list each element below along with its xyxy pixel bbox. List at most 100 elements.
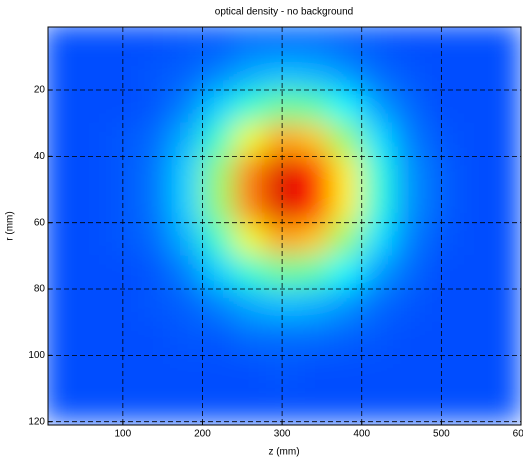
heat-cell — [361, 56, 395, 91]
heat-cell — [201, 89, 235, 124]
heat-cell — [170, 321, 203, 356]
heat-cell — [456, 122, 490, 157]
heat-cell — [48, 321, 76, 356]
y-tick-label: 80 — [34, 284, 46, 295]
heat-cell — [74, 354, 108, 390]
heat-cell — [488, 222, 521, 257]
heat-cell — [170, 122, 203, 157]
heat-cell — [393, 354, 426, 390]
heat-cell — [170, 288, 203, 323]
heat-cell — [233, 89, 267, 124]
heat-cell — [488, 56, 521, 91]
x-tick-label: 400 — [353, 429, 370, 440]
heat-cell — [138, 288, 172, 323]
heat-cell — [48, 189, 76, 224]
x-tick-label: 100 — [115, 429, 132, 440]
heat-cell — [138, 388, 172, 423]
y-tick-label: 100 — [28, 350, 45, 361]
heat-cell — [48, 155, 76, 191]
heat-cell — [488, 27, 521, 58]
heat-cell — [361, 155, 395, 191]
heat-cell — [488, 155, 521, 191]
heat-cell — [201, 27, 235, 58]
heat-cell — [201, 321, 235, 356]
heat-cell — [138, 27, 172, 58]
heat-cell — [138, 56, 172, 91]
heat-cell — [170, 155, 203, 191]
heat-cell — [170, 354, 203, 390]
heat-cell — [233, 122, 267, 157]
heat-cell — [393, 122, 426, 157]
heat-cell — [138, 189, 172, 224]
heat-cell — [297, 321, 331, 356]
heat-cell — [393, 189, 426, 224]
heat-cell — [48, 388, 76, 423]
heat-cell — [233, 155, 267, 191]
heat-cell — [74, 388, 108, 423]
heat-cell — [233, 255, 267, 290]
heat-cell — [138, 255, 172, 290]
heat-cell — [297, 89, 331, 124]
heat-cell — [138, 155, 172, 191]
heat-cell — [170, 255, 203, 290]
heat-cell — [74, 321, 108, 356]
heat-cell — [488, 354, 521, 390]
heat-cell — [393, 27, 426, 58]
heat-cell — [488, 255, 521, 290]
heat-cell — [201, 222, 235, 257]
heat-cell — [488, 122, 521, 157]
heat-cell — [48, 27, 76, 58]
heat-cell — [201, 388, 235, 423]
heat-cell — [361, 189, 395, 224]
heat-cell — [297, 222, 331, 257]
heat-cell — [48, 288, 76, 323]
heat-cell — [488, 388, 521, 423]
heat-cell — [201, 189, 235, 224]
heat-cell — [488, 321, 521, 356]
heat-cell — [361, 222, 395, 257]
heat-cell — [329, 122, 363, 157]
heat-cell — [170, 27, 203, 58]
heat-cell — [393, 255, 426, 290]
heat-cell — [297, 255, 331, 290]
heat-cell — [456, 155, 490, 191]
heat-cell — [361, 27, 395, 58]
heat-cell — [329, 155, 363, 191]
heat-cell — [488, 288, 521, 323]
heat-cell — [297, 288, 331, 323]
heat-cell — [201, 56, 235, 91]
heat-cell — [233, 354, 267, 390]
heat-cell — [393, 388, 426, 423]
heat-cell — [361, 89, 395, 124]
heat-cell — [138, 354, 172, 390]
heat-cell — [74, 288, 108, 323]
heat-cell — [456, 255, 490, 290]
y-tick-label: 40 — [34, 151, 46, 162]
heat-cell — [74, 155, 108, 191]
heat-cell — [48, 222, 76, 257]
heat-cell — [170, 388, 203, 423]
heat-cell — [48, 354, 76, 390]
heat-cell — [329, 56, 363, 91]
heat-cell — [393, 155, 426, 191]
heat-cell — [329, 89, 363, 124]
heat-cell — [456, 222, 490, 257]
heat-cell — [233, 56, 267, 91]
heat-cell — [329, 321, 363, 356]
heat-cell — [233, 388, 267, 423]
heat-cell — [361, 255, 395, 290]
y-tick-label: 20 — [34, 85, 46, 96]
heat-cell — [361, 122, 395, 157]
y-axis-label: r (mm) — [5, 211, 16, 240]
heat-cell — [456, 354, 490, 390]
heat-cell — [74, 89, 108, 124]
heat-cell — [233, 189, 267, 224]
heat-cell — [393, 321, 426, 356]
heat-cell — [233, 288, 267, 323]
heat-cell — [456, 89, 490, 124]
heat-cell — [297, 388, 331, 423]
heat-cell — [48, 89, 76, 124]
heat-cell — [361, 354, 395, 390]
heat-cell — [170, 89, 203, 124]
